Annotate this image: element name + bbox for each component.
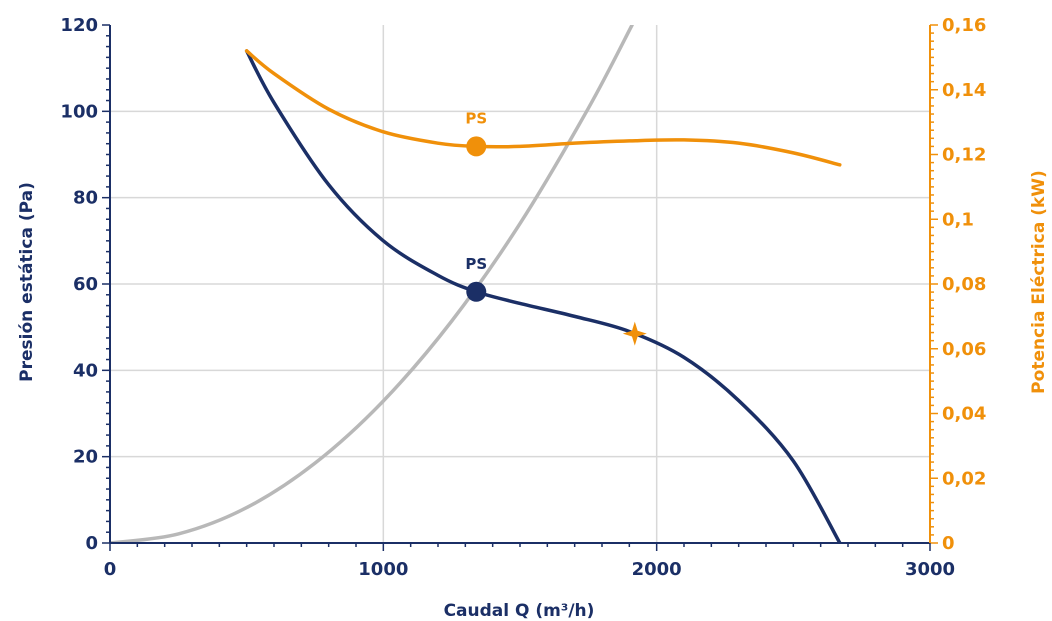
star-marker <box>622 321 647 346</box>
point-label: PS <box>465 255 487 273</box>
operating-point-marker <box>466 281 487 302</box>
y-tick-label: 40 <box>73 360 98 381</box>
system-curve <box>110 25 634 543</box>
y2-tick-label: 0,06 <box>942 339 986 360</box>
tick-labels: 0 20 40 60 80 100 120 0 0,02 0,04 0,06 0,08 0,1 0,12 0… <box>60 15 986 580</box>
pressure-curve <box>244 49 842 543</box>
y2-tick-label: 0,16 <box>942 15 986 36</box>
y-tick-label: 0 <box>85 533 98 554</box>
y2-tick-label: 0,08 <box>942 274 986 295</box>
grid-lines <box>110 25 930 543</box>
x-tick-label: 3000 <box>905 559 955 580</box>
x-axis-title: Caudal Q (m³/h) <box>444 601 595 621</box>
y2-tick-label: 0,12 <box>942 145 986 166</box>
y-tick-label: 80 <box>73 188 98 209</box>
x-tick-label: 2000 <box>632 559 682 580</box>
axes <box>102 24 938 551</box>
y-tick-label: 60 <box>73 274 98 295</box>
y2-tick-label: 0,04 <box>942 404 986 425</box>
curves <box>110 25 842 543</box>
y-tick-label: 120 <box>60 15 98 36</box>
y2-tick-label: 0,1 <box>942 209 974 230</box>
power-curve <box>244 49 842 167</box>
x-tick-label: 0 <box>104 559 117 580</box>
x-tick-label: 1000 <box>358 559 408 580</box>
y2-tick-label: 0 <box>942 533 955 554</box>
y-tick-label: 20 <box>73 447 98 468</box>
operating-point-marker <box>466 136 487 157</box>
y2-axis-title: Potencia Eléctrica (kW) <box>1029 170 1049 394</box>
y-tick-label: 100 <box>60 101 98 122</box>
y-axis-title: Presión estática (Pa) <box>17 182 37 382</box>
y2-tick-label: 0,02 <box>942 468 986 489</box>
markers: PS PS <box>465 109 647 346</box>
y2-tick-label: 0,14 <box>942 80 986 101</box>
point-label: PS <box>465 109 487 127</box>
